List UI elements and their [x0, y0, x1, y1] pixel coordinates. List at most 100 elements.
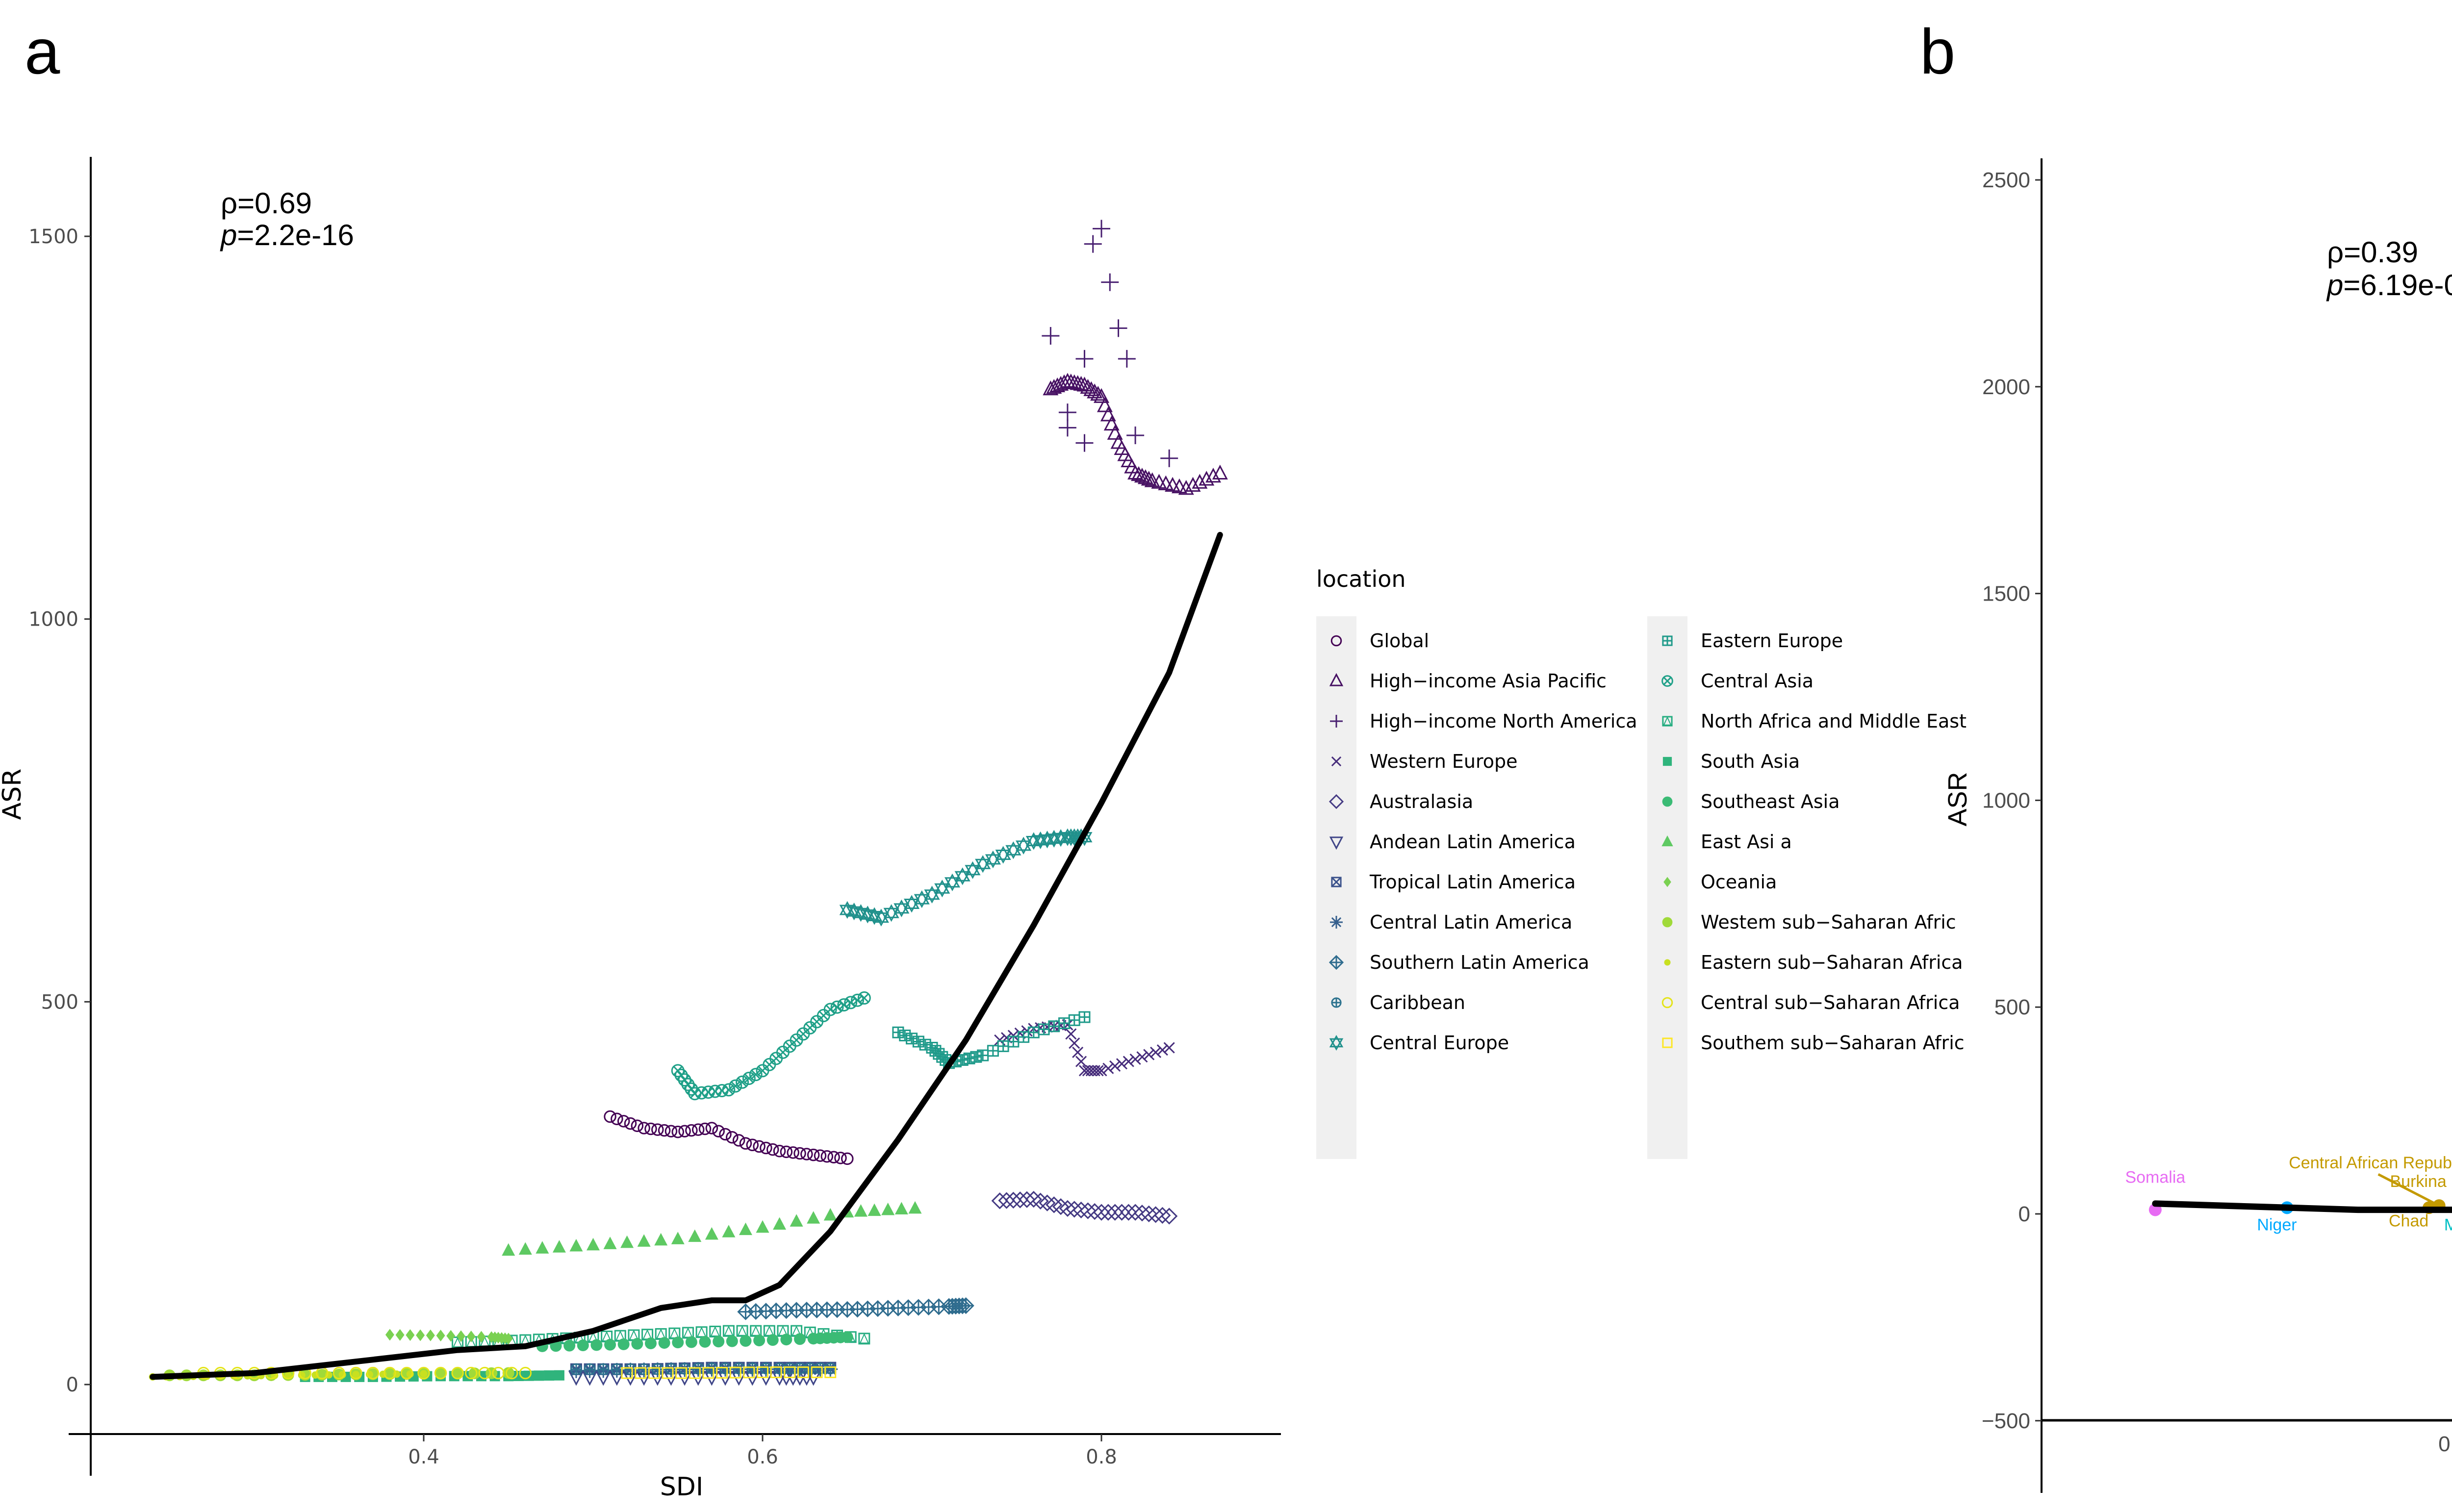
panel-a-point-central-europe [903, 895, 920, 913]
legend-key-bg-left [1316, 616, 1356, 1159]
panel-a-point-east-asi-a [637, 1234, 651, 1247]
panel-a-point-southem-sub-saharan-afric [797, 1366, 809, 1379]
panel-a-point-western-europe [1072, 1046, 1084, 1058]
legend-label-southern-latin-america: Southern Latin America [1370, 952, 1589, 973]
panel-a-point-east-asi-a [688, 1229, 702, 1242]
panel-a-point-global [793, 1147, 806, 1160]
panel-a-point-east-asi-a [654, 1233, 668, 1246]
legend-key-central-europe [1329, 1034, 1344, 1051]
panel-a-point-western-europe [1143, 1049, 1155, 1060]
panel-a-point-east-asi-a [773, 1217, 787, 1230]
panel-a-point-australasia [1046, 1196, 1063, 1213]
legend-key-central-asia [1661, 675, 1673, 687]
panel-a-point-global [827, 1151, 840, 1164]
panel-a-point-central-asia [736, 1075, 749, 1089]
panel-a-point-western-europe [1065, 1028, 1077, 1040]
legend-label-east-asi-a: East Asi a [1701, 831, 1792, 853]
panel-a-point-global [773, 1145, 786, 1158]
panel-a-point-high-income-asia-pacific [1043, 380, 1059, 396]
legend-key-andean-latin-america [1329, 836, 1344, 850]
legend-label-central-asia: Central Asia [1701, 670, 1813, 692]
panel-a-point-high-income-asia-pacific [1073, 376, 1089, 391]
panel-a-point-global [760, 1141, 772, 1155]
panel-a-point-central-asia [722, 1083, 736, 1097]
panel-a-point-east-asi-a [807, 1211, 820, 1224]
panel-a-point-central-sub-saharan-africa [383, 1366, 396, 1380]
panel-a-point-australasia [1161, 1208, 1178, 1225]
panel-a-point-central-europe [995, 846, 1011, 864]
panel-a-point-oceania [395, 1329, 405, 1341]
panel-a-point-global [766, 1143, 779, 1156]
panel-a-point-central-sub-saharan-africa [492, 1366, 505, 1380]
legend-label-high-income-asia-pacific: High−income Asia Pacific [1370, 670, 1607, 692]
panel-a-y-tick-label: 1500 [28, 226, 78, 248]
panel-b-y-tick-label: 0 [2018, 1202, 2030, 1226]
panel-a-point-high-income-north-america [1101, 273, 1119, 291]
panel-a-point-southem-sub-saharan-afric [675, 1367, 688, 1379]
panel-a-point-southeast-asia [841, 1331, 853, 1343]
panel-a-point-high-income-north-america [1109, 319, 1127, 337]
legend-key-central-latin-america [1330, 916, 1343, 929]
panel-a-point-central-asia [742, 1071, 756, 1085]
panel-a-point-global [671, 1126, 684, 1138]
panel-a-p-number: =2.2e-16 [237, 219, 354, 252]
panel-a-point-global [617, 1115, 630, 1128]
panel-a-point-oceania [385, 1329, 394, 1341]
panel-a-point-caribbean [719, 1362, 731, 1375]
panel-a-point-australasia [1126, 1204, 1144, 1221]
panel-a-point-central-sub-saharan-africa [451, 1366, 464, 1380]
panel-a-point-oceania [426, 1329, 435, 1341]
panel-a-point-north-africa-and-middle-east [722, 1325, 735, 1337]
panel-a-point-high-income-asia-pacific [1131, 466, 1147, 481]
panel-b-letter: b [1920, 16, 1955, 87]
panel-a-point-southeast-asia [644, 1337, 657, 1350]
panel-a-point-central-sub-saharan-africa [400, 1366, 413, 1380]
panel-a-point-caribbean [624, 1363, 637, 1375]
panel-a-point-east-asi-a [552, 1240, 566, 1253]
panel-a-point-australasia [1106, 1204, 1124, 1221]
panel-a-point-australasia [1018, 1191, 1036, 1208]
legend-key-north-africa-and-middle-east [1662, 716, 1673, 727]
panel-a-point-east-asi-a [756, 1220, 769, 1233]
panel-a-point-south-asia [544, 1370, 555, 1381]
panel-b-x-tick-label: 0.25 [2438, 1432, 2452, 1456]
panel-a-x-tick-label: 0.8 [1086, 1446, 1117, 1468]
legend-label-central-sub-saharan-africa: Central sub−Saharan Africa [1701, 992, 1960, 1013]
panel-a-point-australasia [1093, 1204, 1110, 1221]
panel-a-point-high-income-asia-pacific [1141, 471, 1157, 486]
panel-a-rho: ρ=0.69 [221, 187, 312, 220]
panel-a-point-caribbean [611, 1363, 623, 1375]
panel-a-point-global [698, 1122, 712, 1135]
panel-a-point-caribbean [651, 1363, 664, 1375]
panel-a-point-high-income-asia-pacific [1103, 415, 1120, 431]
panel-a-point-western-europe [1123, 1056, 1134, 1067]
panel-a-point-high-income-asia-pacific [1087, 383, 1103, 399]
panel-a-point-east-asi-a [868, 1203, 881, 1216]
country-label-chad: Chad [2389, 1211, 2428, 1230]
panel-a-point-australasia [1154, 1207, 1171, 1224]
panel-a-point-global [624, 1117, 637, 1130]
legend-key-high-income-asia-pacific [1329, 673, 1344, 686]
panel-a-point-high-income-asia-pacific [1107, 425, 1123, 440]
panel-a-point-eastern-europe [1007, 1035, 1020, 1048]
panel-a-point-east-asi-a [894, 1202, 908, 1214]
panel-a-point-high-income-north-america [1075, 350, 1094, 368]
legend-key-southeast-asia [1662, 796, 1673, 807]
panel-a-point-high-income-asia-pacific [1185, 477, 1201, 492]
panel-a-point-high-income-asia-pacific [1070, 375, 1086, 390]
panel-a-point-southem-sub-saharan-afric [729, 1366, 741, 1379]
panel-a-point-central-europe [914, 890, 930, 908]
panel-a-point-high-income-asia-pacific [1090, 385, 1106, 401]
panel-a-point-australasia [1099, 1204, 1117, 1221]
panel-b-label-leaders [2377, 1173, 2440, 1207]
panel-a-point-caribbean [746, 1362, 759, 1375]
panel-a-point-high-income-asia-pacific [1134, 468, 1150, 483]
panel-a-point-south-asia [534, 1370, 544, 1381]
panel-a-point-high-income-asia-pacific [1192, 474, 1208, 489]
panel-a-point-australasia [1140, 1205, 1157, 1222]
panel-a-point-global [651, 1123, 664, 1136]
legend-key-central-sub-saharan-africa [1661, 997, 1673, 1008]
panel-a-point-high-income-north-america [1075, 434, 1094, 452]
panel-a-point-east-asi-a [620, 1235, 634, 1248]
panel-a-point-east-asi-a [518, 1242, 532, 1255]
